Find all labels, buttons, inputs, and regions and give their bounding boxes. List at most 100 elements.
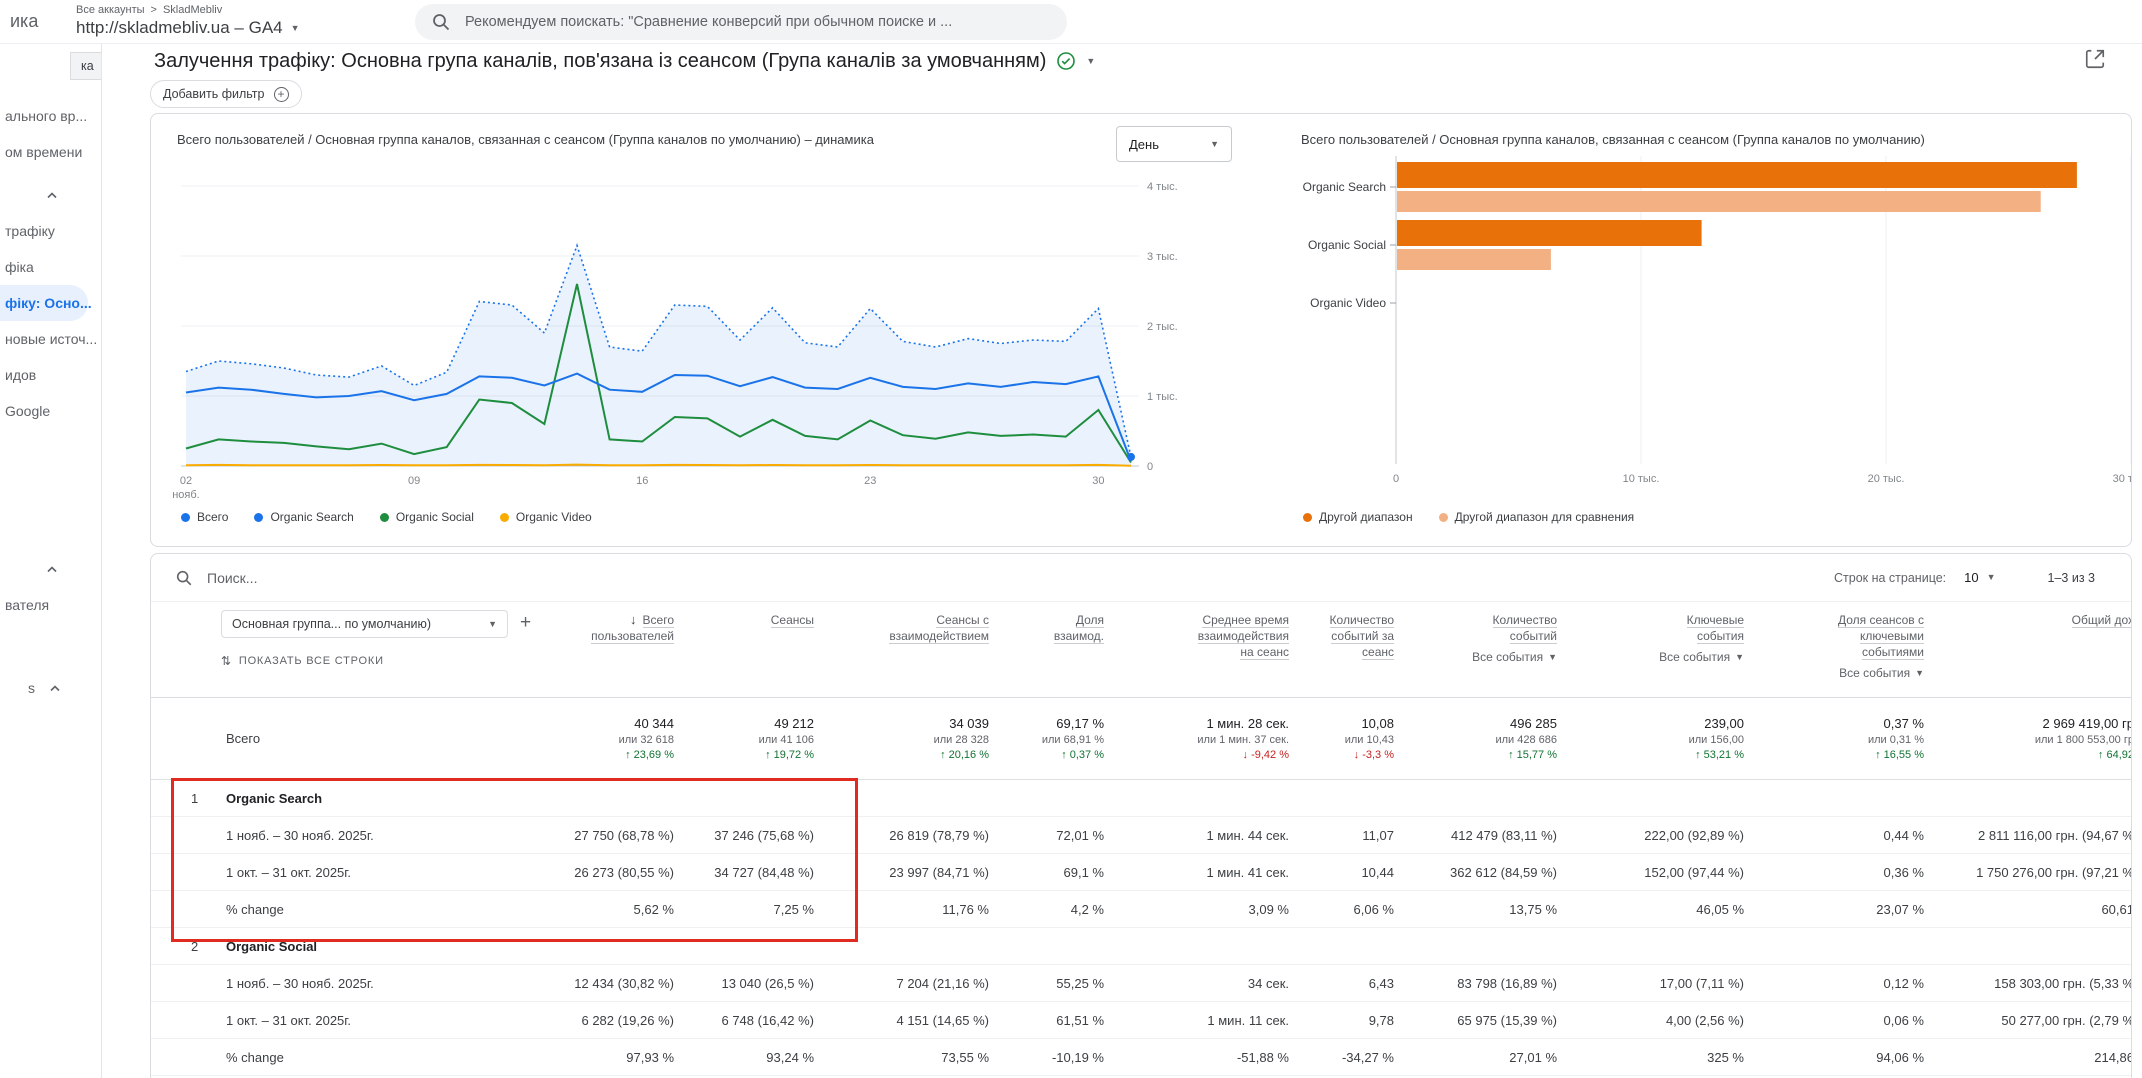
chevron-down-icon: ▼ <box>1210 138 1219 149</box>
change-value: -51,88 % <box>1236 1049 1289 1065</box>
data-table: Основная группа... по умолчанию) ▼ + ⇅ ПОКАЗ… <box>151 602 2132 1078</box>
sidebar-item[interactable]: фіка <box>5 259 34 275</box>
chevron-down-icon[interactable]: ▼ <box>1086 55 1096 66</box>
property-title: http://skladmebliv.ua – GA4 <box>76 18 283 37</box>
account-property-switcher[interactable]: Все аккаунты > SkladMebliv http://skladm… <box>76 4 300 38</box>
column-header-1[interactable]: ↓ Всего пользователей <box>541 602 676 697</box>
metric-value: 34 сек. <box>1247 975 1289 991</box>
metric-value: 6 748 (16,42 %) <box>721 1012 814 1028</box>
column-header-line: Количество <box>1291 612 1394 628</box>
column-header-7[interactable]: Количество событий Все события ▼ <box>1396 602 1559 697</box>
change-value: 60,61 <box>2101 901 2132 917</box>
table-row-channel[interactable]: 2 Organic Social <box>151 928 2131 965</box>
sidebar-item[interactable]: ом времени <box>5 144 83 160</box>
interval-select-value: День <box>1129 136 1159 152</box>
column-metric-filter[interactable]: Все события ▼ <box>1559 649 1744 665</box>
change-value: 11,76 % <box>942 901 989 917</box>
column-header-10[interactable]: Общий дох <box>1926 602 2132 697</box>
sidebar-item[interactable]: фіку: Осно... <box>0 285 92 321</box>
sidebar-item[interactable]: ального вр... <box>5 108 88 124</box>
legend-item: Organic Social <box>379 510 474 524</box>
column-header-line: Доля <box>991 612 1104 628</box>
table-row-period: 1 нояб. – 30 нояб. 2025г. 27 750 (68,78 %… <box>151 817 2131 854</box>
sidebar-section-toggle[interactable] <box>0 177 101 213</box>
column-header-2[interactable]: Сеансы <box>676 602 816 697</box>
column-header-3[interactable]: Сеансы с взаимодействием <box>816 602 991 697</box>
column-header-line: взаимод. <box>991 628 1104 644</box>
global-search[interactable]: Рекомендуем поискать: "Сравнение конверс… <box>415 4 1067 40</box>
totals-value: 2 969 419,00 гр <box>2042 716 2132 731</box>
dimension-selector[interactable]: Основная группа... по умолчанию) ▼ <box>221 610 508 638</box>
totals-delta: ↑ 15,77 % <box>1508 749 1557 761</box>
column-header-5[interactable]: Среднее время взаимодействия на сеанс <box>1106 602 1291 697</box>
svg-text:4 тыс.: 4 тыс. <box>1147 181 1178 193</box>
chevron-down-icon: ▼ <box>1986 572 1996 582</box>
report-main: Залучення трафіку: Основна група каналів… <box>102 44 2142 1078</box>
totals-delta: ↑ 16,55 % <box>1875 749 1924 761</box>
sort-descending-icon[interactable]: ↓ <box>630 612 637 627</box>
totals-cell: 1 мин. 28 сек. или 1 мин. 37 сек. ↓ -9,42 … <box>1106 716 1291 761</box>
report-valid-check-icon <box>1057 52 1076 70</box>
property-selector[interactable]: http://skladmebliv.ua – GA4 ▼ <box>76 18 300 38</box>
column-metric-filter[interactable]: Все события ▼ <box>1396 649 1557 665</box>
metric-filter-label: Все события <box>1472 650 1544 664</box>
table-row-channel[interactable]: 1 Organic Search <box>151 780 2131 817</box>
pagination-range: 1–3 из 3 <box>2047 570 2095 585</box>
rows-per-page-select[interactable]: 10 ▼ <box>1964 570 1995 585</box>
interval-select[interactable]: День ▼ <box>1116 126 1232 162</box>
column-header-label: Всего <box>642 613 674 628</box>
column-header-label: Количество <box>1329 613 1394 628</box>
metric-value: 69,1 % <box>1063 864 1104 880</box>
column-header-label: Общий дох <box>2071 613 2132 628</box>
sidebar-group: ка трафіку фіка фіку: Осно... новые источ...… <box>0 52 101 429</box>
sidebar-item[interactable]: ка <box>70 52 101 80</box>
legend-dot <box>181 512 190 522</box>
sidebar-item[interactable]: трафіку <box>5 223 55 239</box>
rows-per-page-value: 10 <box>1964 570 1979 585</box>
svg-text:3 тыс.: 3 тыс. <box>1147 251 1178 263</box>
sidebar-item[interactable]: новые источ... <box>5 331 98 347</box>
line-chart-legend: Всего Organic Search Organic Social Organic… <box>181 510 592 524</box>
sidebar-item[interactable]: идов <box>5 367 37 383</box>
show-all-rows-button[interactable]: ⇅ ПОКАЗАТЬ ВСЕ СТРОКИ <box>221 654 384 668</box>
breadcrumb[interactable]: Все аккаунты > SkladMebliv <box>76 4 300 16</box>
column-header-line: на сеанс <box>1106 644 1289 660</box>
legend-item: Organic Search <box>254 510 354 524</box>
column-header-line: событий за <box>1291 628 1394 644</box>
sidebar-item[interactable]: вателя <box>5 597 50 613</box>
totals-delta: ↑ 53,21 % <box>1695 749 1744 761</box>
table-search-input[interactable]: Поиск... <box>207 569 258 586</box>
add-dimension-button[interactable]: + <box>520 612 532 633</box>
svg-text:нояб.: нояб. <box>172 489 200 501</box>
totals-delta: ↑ 64,92 <box>2097 749 2132 761</box>
column-header-6[interactable]: Количество событий за сеанс <box>1291 602 1396 697</box>
add-filter-button[interactable]: Добавить фильтр + <box>150 80 302 108</box>
column-header-9[interactable]: Доля сеансов с ключевыми событиями Все собы… <box>1746 602 1926 697</box>
column-header-line: событиями <box>1746 644 1924 660</box>
report-table-card: Поиск... Строк на странице: 10 ▼ 1–3 из … <box>150 553 2132 1078</box>
column-header-line: Количество <box>1396 612 1557 628</box>
channel-name: Organic Search <box>226 790 323 806</box>
table-toolbar: Поиск... Строк на странице: 10 ▼ 1–3 из … <box>151 554 2131 602</box>
totals-comparison-value: или 1 мин. 37 сек. <box>1197 734 1289 746</box>
line-chart-title: Всего пользователей / Основная группа ка… <box>177 132 874 147</box>
column-metric-filter[interactable]: Все события ▼ <box>1746 665 1924 681</box>
totals-cell: 34 039 или 28 328 ↑ 20,16 % <box>816 716 991 761</box>
column-header-line: ключевыми <box>1746 628 1924 644</box>
breadcrumb-all-accounts[interactable]: Все аккаунты <box>76 4 145 16</box>
change-value: 46,05 % <box>1696 901 1744 917</box>
column-header-8[interactable]: Ключевые события Все события ▼ <box>1559 602 1746 697</box>
share-report-button[interactable] <box>2084 48 2106 73</box>
metric-value: 6 282 (19,26 %) <box>581 1012 674 1028</box>
chevron-down-icon: ▼ <box>290 22 300 33</box>
totals-delta: ↓ -9,42 % <box>1242 749 1289 761</box>
totals-comparison-value: или 10,43 <box>1344 734 1394 746</box>
totals-comparison-value: или 68,91 % <box>1041 734 1104 746</box>
sidebar-item[interactable]: Google <box>5 403 51 419</box>
column-header-4[interactable]: Доля взаимод. <box>991 602 1106 697</box>
breadcrumb-account[interactable]: SkladMebliv <box>162 4 223 16</box>
sidebar-section-toggle[interactable]: s <box>0 670 101 706</box>
sidebar-section-toggle[interactable] <box>0 551 101 587</box>
metric-value: 26 819 (78,79 %) <box>889 827 989 843</box>
table-row-period: 1 окт. – 31 окт. 2025г. 6 282 (19,26 %) 6 … <box>151 1002 2131 1039</box>
